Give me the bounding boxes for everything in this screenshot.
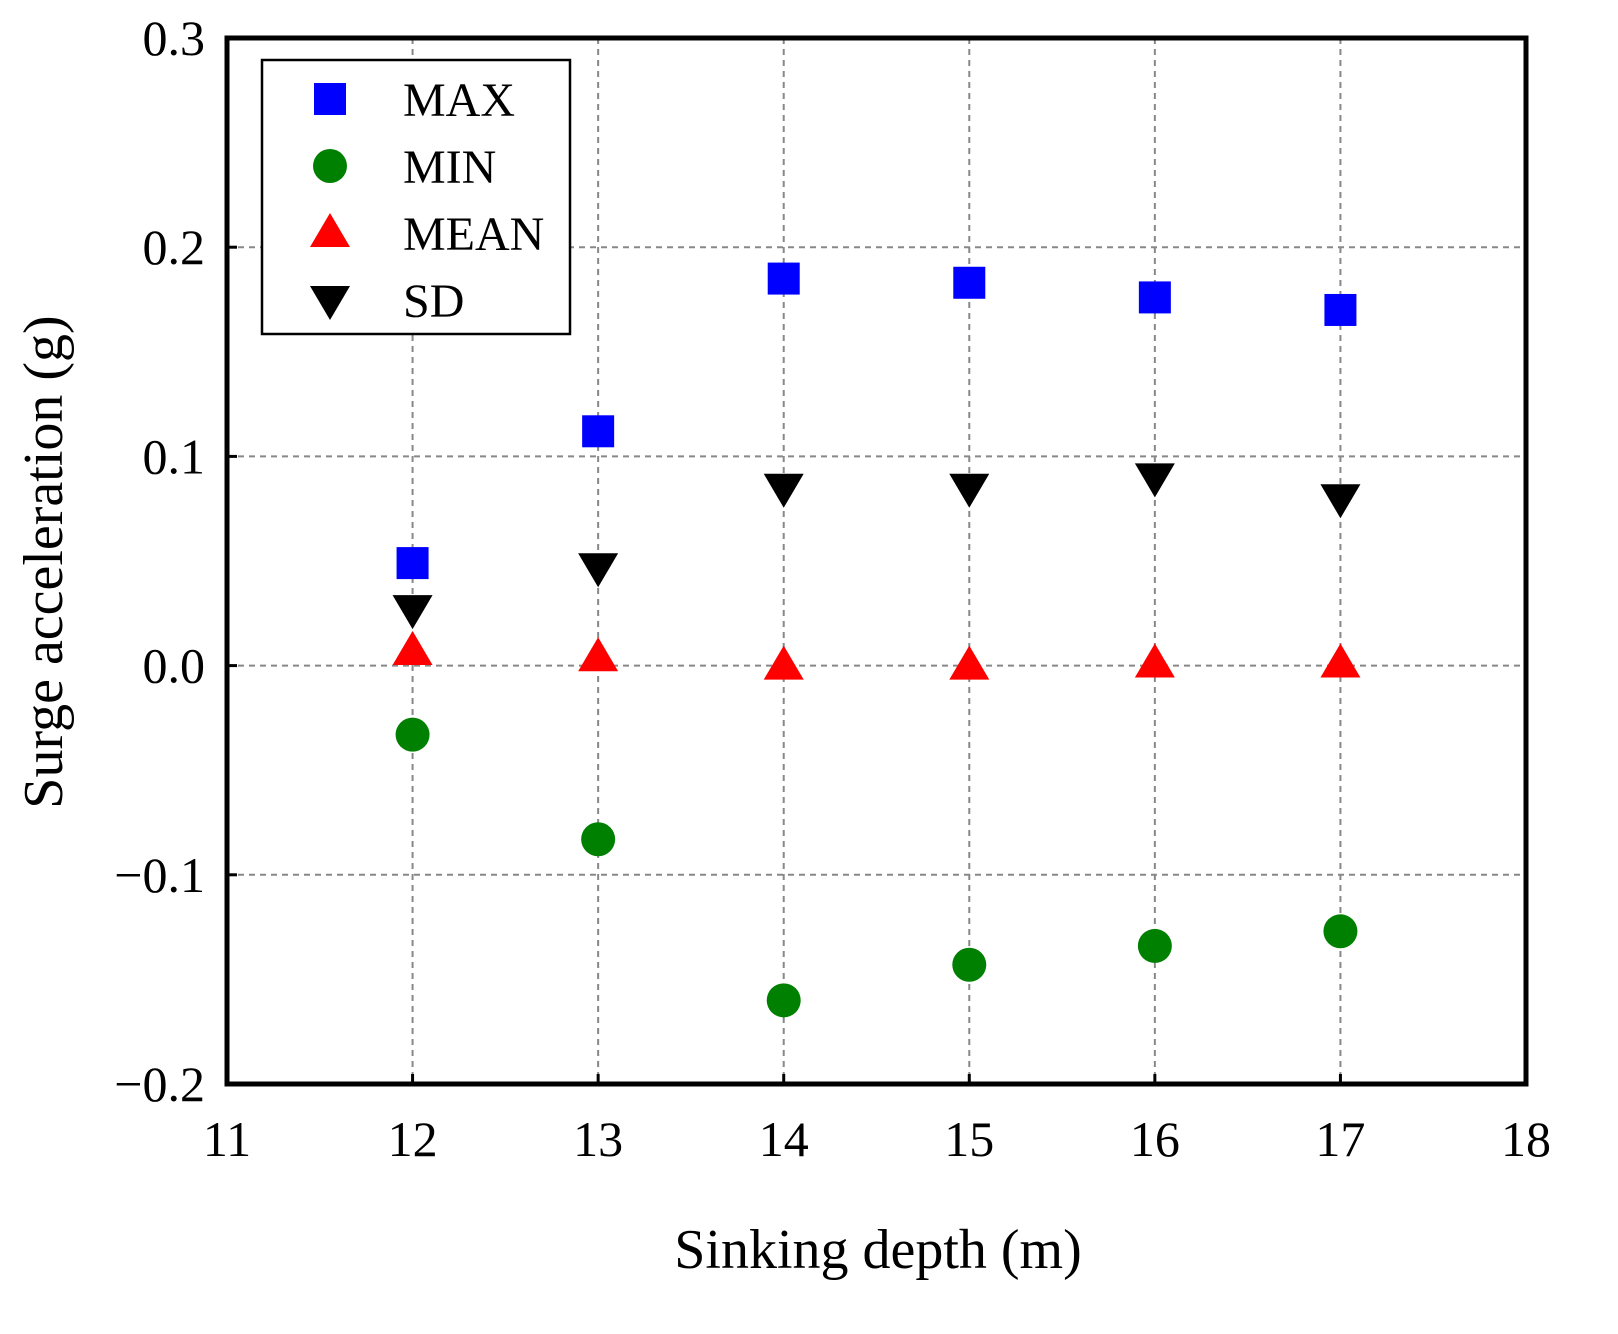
sd-point	[1134, 463, 1175, 498]
x-tick-label: 15	[944, 1111, 994, 1167]
mean-point	[949, 645, 990, 680]
max-point	[953, 266, 986, 299]
mean-point	[1134, 643, 1175, 678]
x-tick-label: 13	[573, 1111, 623, 1167]
sd-point	[763, 473, 804, 508]
series-min	[395, 717, 1358, 1018]
y-tick-label: 0.3	[143, 10, 206, 66]
min-point	[766, 983, 801, 1018]
y-tick-label: 0.2	[143, 219, 206, 275]
sd-point	[949, 473, 990, 508]
mean-point	[578, 637, 619, 672]
x-tick-labels: 11 12 13 14 15 16 17 18	[203, 1111, 1551, 1167]
mean-point	[1320, 643, 1361, 678]
series-sd	[392, 463, 1361, 630]
legend-marker-sd	[310, 286, 350, 320]
max-point	[1138, 281, 1171, 314]
legend-marker-mean	[310, 213, 350, 247]
x-tick-label: 14	[759, 1111, 809, 1167]
legend-label-max: MAX	[403, 74, 515, 127]
mean-point	[763, 645, 804, 680]
x-tick-label: 17	[1315, 1111, 1365, 1167]
y-tick-label: 0.1	[143, 428, 206, 484]
legend-marker-min	[313, 149, 347, 183]
y-axis-label: Surge acceleration (g)	[13, 315, 75, 808]
legend-label-mean: MEAN	[403, 208, 544, 261]
series-max	[396, 262, 1357, 580]
max-point	[582, 415, 615, 448]
legend-label-sd: SD	[403, 275, 464, 328]
x-tick-label: 11	[203, 1111, 251, 1167]
y-tick-label: −0.1	[114, 847, 205, 903]
max-point	[1324, 293, 1357, 326]
legend-marker-max	[314, 83, 346, 115]
y-tick-label: −0.2	[114, 1056, 205, 1112]
min-point	[1323, 914, 1358, 949]
sd-point	[1320, 484, 1361, 519]
mean-point	[392, 630, 433, 665]
min-point	[1137, 928, 1172, 963]
x-tick-label: 18	[1501, 1111, 1551, 1167]
data-marks	[392, 262, 1361, 1018]
max-point	[396, 547, 429, 580]
y-tick-label: 0.0	[143, 638, 206, 694]
legend: MAX MIN MEAN SD	[260, 58, 572, 336]
sd-point	[578, 553, 619, 588]
x-tick-label: 16	[1130, 1111, 1180, 1167]
min-point	[952, 947, 987, 982]
legend-label-min: MIN	[403, 141, 496, 194]
series-mean	[392, 630, 1361, 680]
x-axis-label: Sinking depth (m)	[674, 1219, 1082, 1281]
min-point	[581, 822, 616, 857]
max-point	[767, 262, 800, 295]
plot-frame	[224, 35, 1529, 1087]
x-tick-label: 12	[388, 1111, 438, 1167]
sd-point	[392, 595, 433, 630]
min-point	[395, 717, 430, 752]
y-tick-labels: −0.2 −0.1 0.0 0.1 0.2 0.3	[114, 10, 205, 1112]
